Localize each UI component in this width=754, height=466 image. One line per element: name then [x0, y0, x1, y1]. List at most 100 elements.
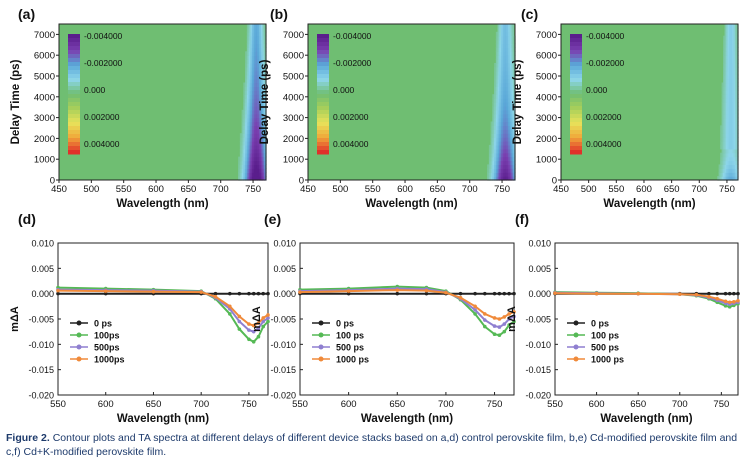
heatmap-cell — [511, 70, 514, 76]
heatmap-cell — [727, 105, 730, 111]
heatmap-cell — [721, 176, 724, 181]
data-point — [247, 322, 251, 326]
heatmap-cell — [506, 168, 509, 173]
heatmap-cell — [509, 156, 513, 162]
heatmap-cell — [733, 94, 736, 99]
heatmap-cell — [499, 47, 502, 52]
heatmap-cell — [733, 86, 736, 91]
heatmap-cell — [504, 156, 507, 162]
heatmap-cell — [245, 82, 248, 87]
colorbar-label: -0.002000 — [333, 58, 372, 68]
x-tick-label: 700 — [438, 399, 454, 410]
heatmap-cell — [735, 94, 738, 99]
heatmap-cell — [243, 137, 246, 142]
legend-marker — [318, 344, 324, 350]
heatmap-cell — [245, 168, 248, 173]
heatmap-cell — [492, 94, 495, 99]
heatmap-cell — [246, 125, 250, 130]
heatmap-cell — [243, 168, 246, 173]
heatmap-cell — [488, 148, 492, 154]
heatmap-cell — [735, 144, 738, 150]
heatmap-cell — [733, 47, 736, 52]
heatmap-cell — [513, 102, 516, 107]
panel-label: (b) — [270, 6, 288, 22]
heatmap-cell — [497, 156, 500, 162]
heatmap-cell — [257, 102, 260, 107]
y-tick-label: -0.010 — [525, 340, 551, 350]
heatmap-cell — [264, 133, 267, 138]
heatmap-cell — [257, 117, 260, 123]
heatmap-cell — [727, 94, 730, 99]
heatmap-cell — [727, 51, 730, 56]
heatmap-cell — [727, 102, 730, 107]
heatmap-cell — [255, 148, 258, 154]
heatmap-cell — [245, 90, 248, 95]
heatmap-cell — [495, 47, 499, 52]
heatmap-cell — [726, 117, 729, 123]
heatmap-cell — [252, 94, 255, 99]
heatmap-cell — [497, 102, 500, 107]
heatmap-cell — [502, 39, 506, 45]
heatmap-cell — [497, 63, 500, 68]
data-point — [237, 319, 242, 324]
heatmap-cell — [255, 47, 258, 52]
heatmap-cell — [730, 63, 733, 68]
heatmap-cell — [735, 117, 738, 123]
heatmap-cell — [511, 94, 514, 99]
heatmap-cell — [259, 129, 262, 134]
heatmap-cell — [513, 164, 516, 169]
heatmap-cell — [726, 86, 729, 91]
heatmap-cell — [721, 90, 724, 95]
heatmap-cell — [497, 98, 500, 103]
x-tick-label: 650 — [389, 399, 405, 410]
heatmap-cell — [733, 144, 736, 150]
heatmap-cell — [726, 47, 729, 52]
heatmap-cell — [730, 31, 733, 37]
heatmap-cell — [730, 47, 733, 52]
heatmap-cell — [262, 113, 265, 119]
heatmap-cell — [735, 39, 738, 45]
data-point — [507, 312, 511, 316]
heatmap-cell — [245, 98, 248, 103]
heatmap-cell — [252, 176, 255, 181]
heatmap-cell — [245, 94, 248, 99]
heatmap-cell — [252, 141, 255, 146]
heatmap-cell — [262, 90, 265, 95]
heatmap-cell — [735, 164, 738, 169]
heatmap-cell — [504, 66, 507, 72]
x-tick-label: 600 — [589, 399, 605, 410]
heatmap-cell — [504, 144, 507, 150]
heatmap-cell — [511, 148, 514, 154]
heatmap-cell — [259, 47, 262, 52]
heatmap-cell — [239, 160, 243, 165]
heatmap-cell — [253, 133, 257, 138]
heatmap-cell — [511, 113, 514, 119]
data-point — [237, 327, 242, 331]
heatmap-cell — [248, 152, 251, 158]
heatmap-cell — [245, 156, 248, 162]
heatmap-cell — [262, 27, 265, 33]
heatmap-cell — [735, 148, 738, 154]
heatmap-cell — [511, 168, 514, 173]
heatmap-cell — [721, 148, 724, 154]
heatmap-cell — [259, 133, 262, 138]
heatmap-cell — [504, 109, 507, 115]
heatmap-cell — [252, 24, 255, 29]
heatmap-cell — [250, 105, 253, 111]
heatmap-cell — [259, 117, 262, 123]
heatmap-cell — [727, 156, 730, 162]
heatmap-cell — [724, 129, 727, 134]
colorbar-swatch — [317, 78, 329, 83]
heatmap-cell — [727, 98, 730, 103]
heatmap-cell — [730, 43, 733, 48]
heatmap-cell — [733, 43, 736, 48]
heatmap-cell — [495, 63, 499, 68]
heatmap-cell — [502, 63, 506, 68]
heatmap-cell — [735, 160, 738, 165]
heatmap-cell — [502, 31, 506, 37]
data-point — [492, 316, 497, 320]
heatmap-cell — [497, 51, 500, 56]
legend-label: 1000 ps — [336, 355, 369, 365]
heatmap-cell — [508, 121, 511, 126]
heatmap-cell — [257, 43, 260, 48]
